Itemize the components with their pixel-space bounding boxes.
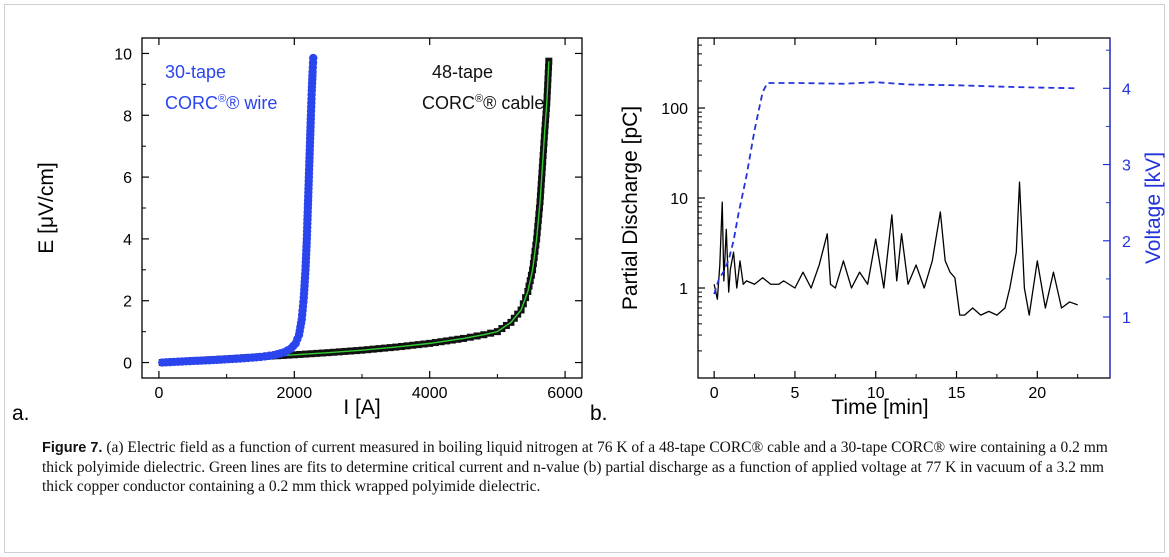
plot-b-xlabel: Time [min] [831,396,928,419]
plot-a-xlabel: I [A] [343,396,380,419]
plot-b-ytick-label: 10 [670,191,688,208]
legend-cable-line1: 48-tape [432,62,493,82]
plot-b-ytick-label: 100 [661,101,688,118]
plot-b-data [713,81,1078,316]
plot-b-y2tick-label: 4 [1122,81,1131,98]
plot-a-ylabel: E [μV/cm] [35,162,58,253]
plot-a-ytick-label: 6 [123,170,132,187]
plot-a-ytick-label: 4 [123,232,132,249]
plot-a-ytick-label: 8 [123,108,132,125]
plot-b-ticks: 0 5 10 15 20 1 10 100 1 2 3 4 [661,38,1131,402]
figure-caption: Figure 7. (a) Electric field as a functi… [42,438,1132,496]
plot-a-ytick-label: 10 [114,46,132,63]
plot-a-xtick-label: 2000 [277,385,313,402]
legend-cable-suffix: ® cable [483,93,544,113]
plot-b-y2tick-label: 1 [1122,310,1131,327]
plot-a-data [158,53,553,367]
legend-wire-line2: CORC®® wire [165,93,277,113]
legend-wire-suffix: ® wire [226,93,277,113]
figure-frame [4,4,1165,553]
plot-b-xtick-label: 10 [867,385,885,402]
plot-b-xtick-label: 5 [790,385,799,402]
partial-discharge-line [713,181,1078,316]
caption-label: Figure 7. [42,440,103,456]
plot-b-ytick-label: 1 [679,281,688,298]
plot-b-y2label: Voltage [kV] [1142,152,1165,264]
plot-b-y2tick-label: 2 [1122,234,1131,251]
plot-b-xtick-label: 0 [710,385,719,402]
plot-b-y2tick-label: 3 [1122,158,1131,175]
plot-a-ticks: 0 2000 4000 6000 0 2 4 6 8 10 [114,38,583,402]
wire-data-point [309,53,318,63]
panel-b-label: b. [590,402,608,425]
plot-a-xtick-label: 0 [154,385,163,402]
plot-a-frame [141,37,583,379]
plot-b-ylabel: Partial Discharge [pC] [619,106,642,310]
caption-text: (a) Electric field as a function of curr… [42,439,1108,495]
plot-b-xtick-label: 20 [1028,385,1046,402]
plot-a-xtick-label: 4000 [412,385,448,402]
legend-wire-line1: 30-tape [165,62,226,82]
plot-b-xtick-label: 15 [948,385,966,402]
panel-a-label: a. [12,402,30,425]
plot-a-xtick-label: 6000 [547,385,583,402]
plot-a-ytick-label: 0 [123,356,132,373]
plot-a-ytick-label: 2 [123,294,132,311]
plot-b-frame [697,37,1111,379]
legend-cable-line2: CORC®® cable [422,93,544,113]
